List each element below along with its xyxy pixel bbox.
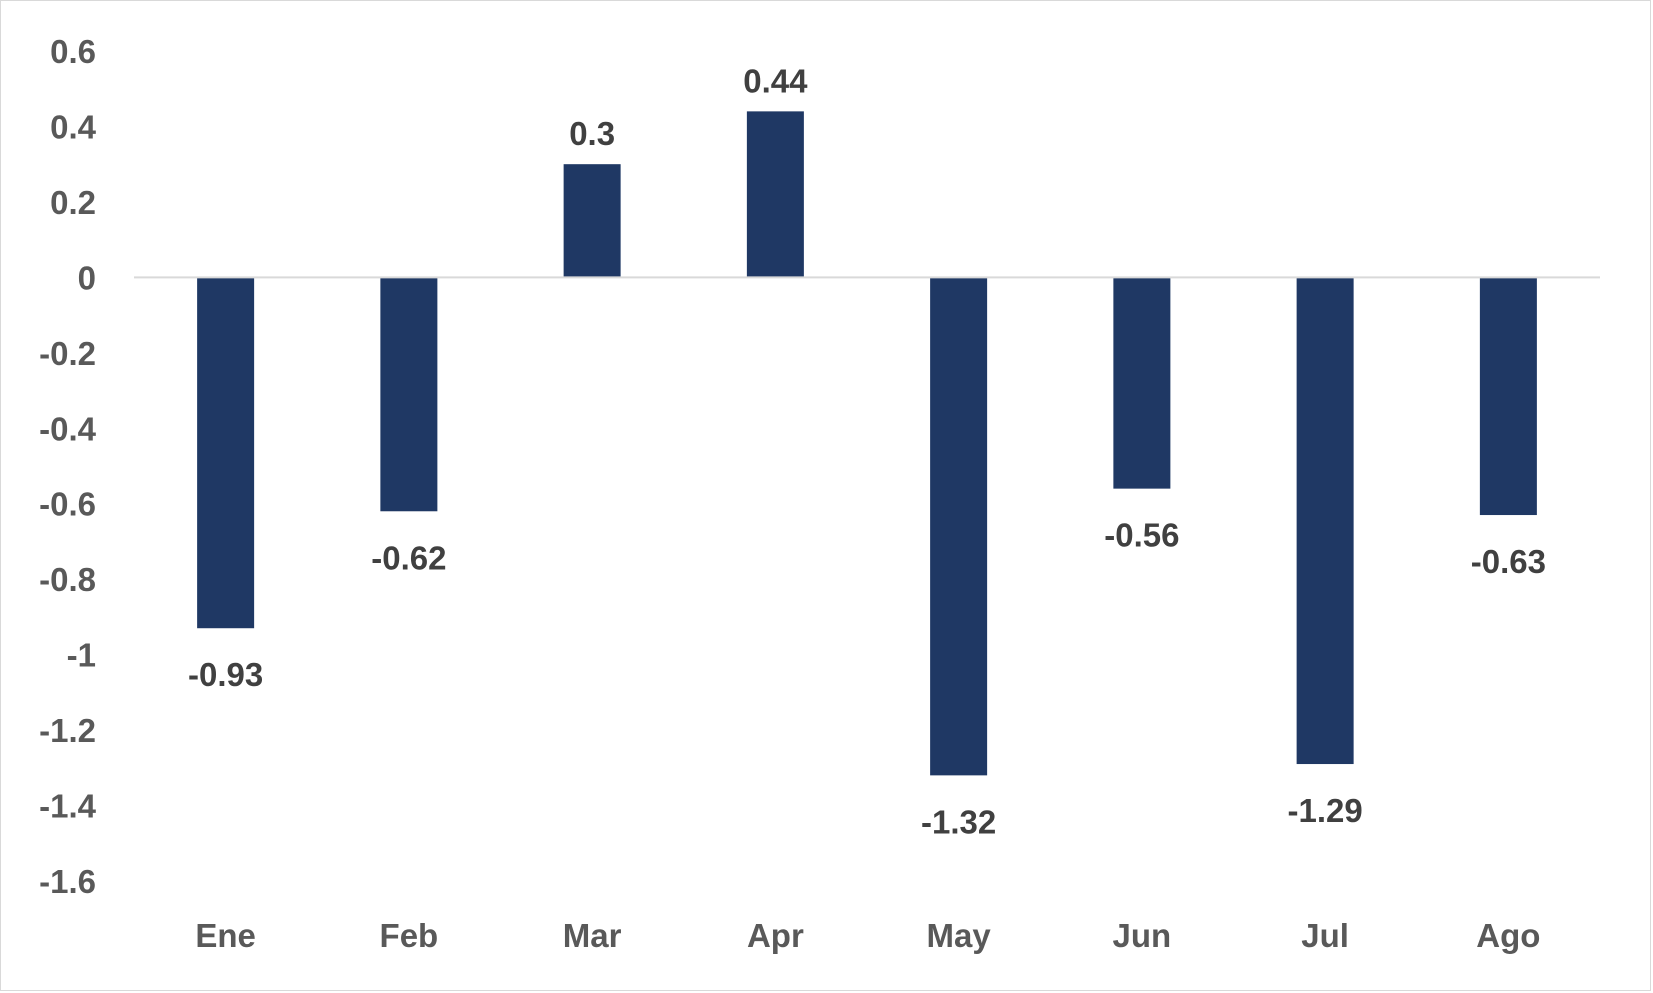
- y-tick-label: -1.4: [39, 788, 97, 825]
- data-labels: -0.93 -0.62 0.3 0.44 -1.32 -0.56 -1.29 -0.63: [188, 62, 1546, 840]
- y-tick-label: -0.4: [39, 410, 97, 447]
- y-tick-label: 0.6: [50, 33, 96, 70]
- y-tick-label: 0.4: [50, 108, 97, 145]
- x-tick-label: Ago: [1476, 917, 1540, 954]
- x-tick-label: May: [927, 917, 992, 954]
- y-tick-label: 0.2: [50, 184, 96, 221]
- bar: [380, 277, 438, 512]
- y-tick-label: -1.2: [39, 712, 96, 749]
- bar: [1113, 277, 1171, 489]
- bar: [1479, 277, 1537, 516]
- y-tick-label: 0: [78, 259, 96, 296]
- x-tick-label: Jun: [1113, 917, 1172, 954]
- data-label: -0.63: [1471, 543, 1546, 580]
- x-tick-label: Jul: [1301, 917, 1349, 954]
- y-axis-tick-labels: 0.6 0.4 0.2 0 -0.2 -0.4 -0.6 -0.8 -1 -1.2 -1.4 -1.6: [39, 33, 97, 900]
- data-label: -1.32: [921, 803, 996, 840]
- x-tick-label: Apr: [747, 917, 804, 954]
- data-label: -0.56: [1104, 517, 1179, 554]
- data-label: -1.29: [1288, 792, 1363, 829]
- x-tick-label: Ene: [195, 917, 256, 954]
- y-tick-label: -0.6: [39, 486, 96, 523]
- y-tick-label: -1.6: [39, 863, 96, 900]
- bar: [930, 277, 988, 776]
- bar: [197, 277, 255, 629]
- x-axis-tick-labels: Ene Feb Mar Apr May Jun Jul Ago: [195, 917, 1540, 954]
- data-label: 0.44: [743, 62, 808, 99]
- data-label: -0.62: [371, 539, 446, 576]
- y-tick-label: -1: [67, 637, 96, 674]
- bar: [746, 111, 804, 278]
- bar: [563, 164, 621, 278]
- data-label: 0.3: [569, 115, 615, 152]
- y-tick-label: -0.2: [39, 335, 96, 372]
- data-label: -0.93: [188, 656, 263, 693]
- bars: [197, 111, 1537, 776]
- x-tick-label: Feb: [380, 917, 439, 954]
- bar: [1296, 277, 1354, 765]
- x-tick-label: Mar: [563, 917, 622, 954]
- y-tick-label: -0.8: [39, 561, 96, 598]
